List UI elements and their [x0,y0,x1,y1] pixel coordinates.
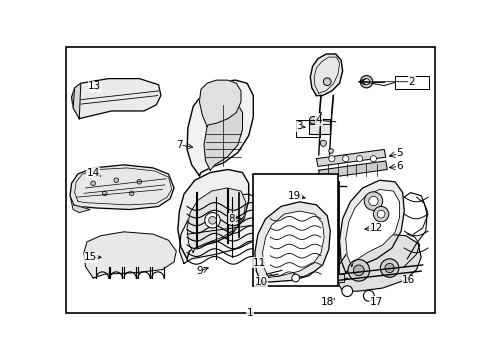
Circle shape [102,191,107,195]
Text: 8: 8 [228,214,235,224]
Circle shape [369,156,376,162]
Polygon shape [70,165,174,210]
Polygon shape [187,80,253,176]
Polygon shape [70,195,90,213]
Circle shape [328,149,333,153]
Polygon shape [178,170,248,259]
Polygon shape [71,78,161,119]
Circle shape [114,178,118,183]
Text: 11: 11 [252,258,265,267]
Circle shape [323,78,330,86]
Circle shape [204,213,220,228]
Circle shape [380,259,398,277]
Polygon shape [331,274,344,282]
Circle shape [377,210,384,218]
Polygon shape [318,161,386,179]
Circle shape [320,140,326,147]
Circle shape [353,265,364,276]
Text: 2: 2 [408,77,414,87]
Circle shape [356,156,362,162]
Circle shape [129,191,134,195]
Text: 6: 6 [395,161,402,171]
Bar [253,174,337,286]
Text: 14: 14 [86,167,100,177]
Text: 19: 19 [287,191,301,201]
Circle shape [373,206,388,222]
Bar [308,119,329,134]
Text: 17: 17 [369,297,383,307]
Text: 16: 16 [402,275,415,285]
Circle shape [363,78,369,85]
Circle shape [368,197,377,206]
Polygon shape [187,188,245,253]
Circle shape [363,291,373,301]
Circle shape [208,216,216,224]
Polygon shape [254,202,329,282]
Polygon shape [336,234,420,291]
Polygon shape [203,103,242,170]
Circle shape [309,116,317,124]
Text: 13: 13 [88,81,101,91]
Circle shape [342,156,348,162]
Text: 5: 5 [395,148,402,158]
Circle shape [91,181,95,186]
Circle shape [341,286,352,297]
Text: 3: 3 [296,121,302,131]
Text: 9: 9 [196,266,203,276]
Polygon shape [262,211,324,277]
Bar [394,76,428,89]
Bar [296,120,319,137]
Text: 12: 12 [369,223,383,233]
Text: 10: 10 [254,277,267,287]
Circle shape [328,156,334,162]
Text: 15: 15 [84,252,97,262]
Circle shape [347,260,369,281]
Polygon shape [345,189,399,266]
Text: 4: 4 [315,115,322,125]
Circle shape [364,192,382,210]
Polygon shape [84,232,176,278]
Polygon shape [199,80,241,126]
Text: 18: 18 [320,297,333,307]
Circle shape [360,76,372,88]
Text: 7: 7 [176,140,183,150]
Polygon shape [179,194,268,264]
Text: 1: 1 [246,308,253,318]
Polygon shape [310,54,342,95]
Circle shape [137,180,142,184]
Polygon shape [339,180,404,273]
Circle shape [384,264,393,273]
Polygon shape [316,149,385,166]
Circle shape [291,274,299,282]
Polygon shape [73,83,81,119]
